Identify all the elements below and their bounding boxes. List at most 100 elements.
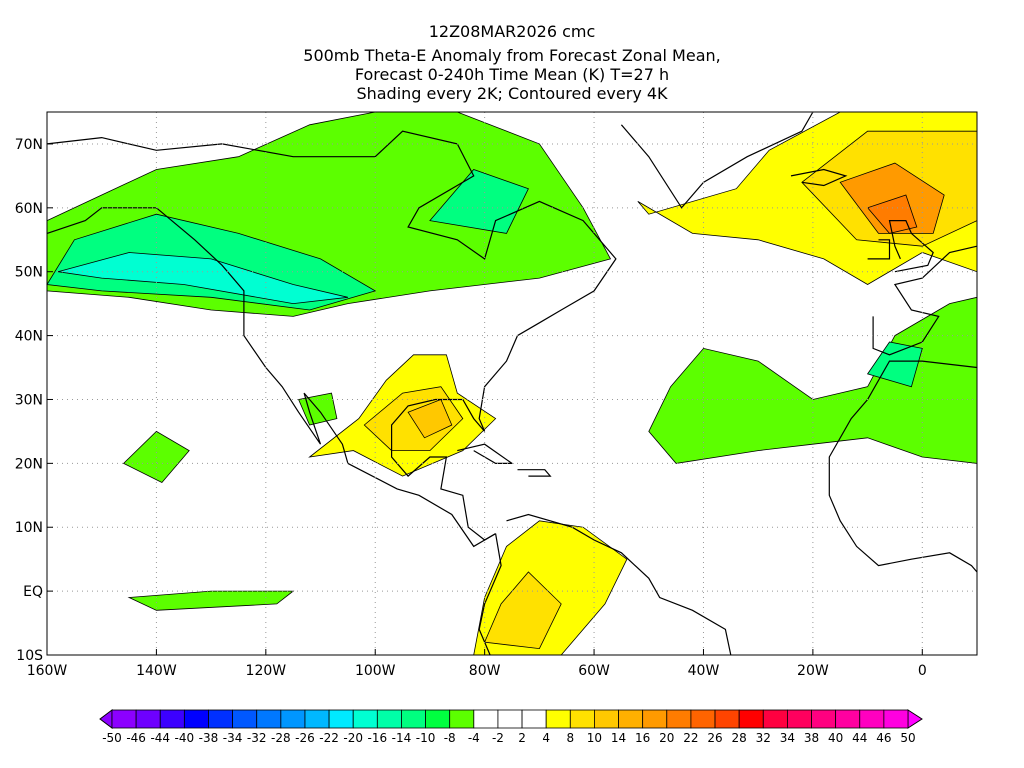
lon-tick-label: 40W xyxy=(688,663,720,679)
title-line-4: Shading every 2K; Contoured every 4K xyxy=(356,84,668,103)
lon-tick-label: 20W xyxy=(797,663,829,679)
coast-ireland xyxy=(867,239,891,260)
coast-south-america xyxy=(478,533,502,656)
colorbar-label: 22 xyxy=(683,731,698,745)
colorbar-swatch xyxy=(401,709,426,729)
colorbar-swatch xyxy=(835,709,861,729)
colorbar-label: 50 xyxy=(900,731,915,745)
colorbar-label: -28 xyxy=(271,731,291,745)
lat-tick-label: 10N xyxy=(15,520,43,536)
colorbar-swatch xyxy=(111,709,137,729)
colorbar-swatch xyxy=(473,709,499,729)
colorbar-label: -16 xyxy=(368,731,388,745)
colorbar-label: 16 xyxy=(635,731,650,745)
colorbar-swatch xyxy=(183,709,209,729)
colorbar-swatch xyxy=(256,709,282,729)
colorbar-swatch xyxy=(352,709,378,729)
colorbar: -50 -46 -44 -40 -38 -34 -32 -28 -26 -22 -20 -16 -14-… xyxy=(99,709,923,745)
colorbar-swatch xyxy=(135,709,161,729)
coast-south-america-north xyxy=(506,513,732,656)
anomaly-shading xyxy=(46,111,978,656)
colorbar-label: -32 xyxy=(247,731,267,745)
colorbar-label: 2 xyxy=(518,731,526,745)
lat-tick-label: 60N xyxy=(15,201,43,217)
cyan-anomaly-core xyxy=(57,252,348,305)
lat-tick-label: 70N xyxy=(15,137,43,153)
colorbar-swatch xyxy=(208,709,234,729)
colorbar-over-triangle xyxy=(907,709,923,729)
lat-tick-label: 20N xyxy=(15,456,43,472)
colorbar-swatch xyxy=(714,709,740,729)
colorbar-swatch xyxy=(690,709,716,729)
colorbar-swatch xyxy=(786,709,812,729)
colorbar-swatch xyxy=(811,709,837,729)
colorbar-label: -44 xyxy=(150,731,170,745)
colorbar-swatch xyxy=(497,709,523,729)
axis-labels: 160W 140W 120W 100W 80W 60W 40W 20W 0 70N 60N 50N 40… xyxy=(15,137,927,679)
colorbar-swatch xyxy=(642,709,668,729)
colorbar-label: -40 xyxy=(175,731,195,745)
title-line-2: 500mb Theta-E Anomaly from Forecast Zona… xyxy=(303,46,721,65)
colorbar-label: -38 xyxy=(199,731,219,745)
colorbar-label: 46 xyxy=(876,731,891,745)
coast-great-britain xyxy=(888,220,934,273)
colorbar-swatch xyxy=(376,709,402,729)
colorbar-swatch xyxy=(328,709,354,729)
colorbar-label: 28 xyxy=(732,731,747,745)
orange-anomaly-gulf xyxy=(407,398,453,439)
colorbar-swatch xyxy=(666,709,692,729)
colorbar-swatch xyxy=(618,709,644,729)
lon-tick-label: 120W xyxy=(246,663,287,679)
lat-tick-label: 30N xyxy=(15,392,43,408)
colorbar-label: 10 xyxy=(587,731,602,745)
colorbar-swatch xyxy=(569,709,595,729)
colorbar-label: -8 xyxy=(444,731,456,745)
colorbar-label: -50 xyxy=(102,731,122,745)
colorbar-label: -4 xyxy=(468,731,480,745)
lat-tick-label: 50N xyxy=(15,265,43,281)
colorbar-swatch xyxy=(762,709,788,729)
colorbar-label: -26 xyxy=(295,731,315,745)
colorbar-swatch xyxy=(159,709,185,729)
colorbar-swatch xyxy=(425,709,451,729)
green-anomaly-pacific xyxy=(122,430,190,483)
coast-iceland xyxy=(790,168,848,187)
colorbar-swatch xyxy=(232,709,258,729)
colorbar-label: 38 xyxy=(804,731,819,745)
lat-tick-label: EQ xyxy=(23,584,43,600)
colorbar-label: 8 xyxy=(566,731,574,745)
colorbar-label: 14 xyxy=(611,731,626,745)
colorbar-label: -20 xyxy=(343,731,363,745)
lon-tick-label: 140W xyxy=(136,663,177,679)
title-line-3: Forecast 0-240h Time Mean (K) T=27 h xyxy=(354,65,670,84)
title-line-1: 12Z08MAR2026 cmc xyxy=(428,22,596,41)
lon-tick-label: 100W xyxy=(355,663,396,679)
colorbar-swatch xyxy=(280,709,306,729)
red-orange-anomaly-uk xyxy=(866,194,918,234)
colorbar-label: 34 xyxy=(780,731,795,745)
colorbar-swatch xyxy=(594,709,619,729)
colorbar-swatch xyxy=(304,709,330,729)
coast-africa xyxy=(828,360,978,573)
grid-lines xyxy=(47,112,977,655)
colorbar-label: -10 xyxy=(416,731,436,745)
colorbar-label: 44 xyxy=(852,731,867,745)
colorbar-swatch xyxy=(521,709,547,729)
lat-tick-label: 10S xyxy=(16,648,43,664)
colorbar-label: -2 xyxy=(492,731,504,745)
lat-tick-label: 40N xyxy=(15,329,43,345)
colorbar-label: -14 xyxy=(392,731,412,745)
colorbar-label: 20 xyxy=(659,731,674,745)
colorbar-label: 32 xyxy=(756,731,771,745)
lon-tick-label: 160W xyxy=(27,663,68,679)
colorbar-under-triangle xyxy=(99,709,113,729)
coast-europe xyxy=(872,245,978,356)
colorbar-swatch xyxy=(545,709,571,729)
colorbar-label: 4 xyxy=(542,731,550,745)
orange-anomaly-uk xyxy=(839,162,945,234)
lon-tick-label: 0 xyxy=(918,663,927,679)
colorbar-label: 26 xyxy=(707,731,722,745)
green-anomaly-eq-pacific xyxy=(127,590,295,611)
colorbar-label: -22 xyxy=(319,731,339,745)
colorbar-swatch xyxy=(859,709,885,729)
